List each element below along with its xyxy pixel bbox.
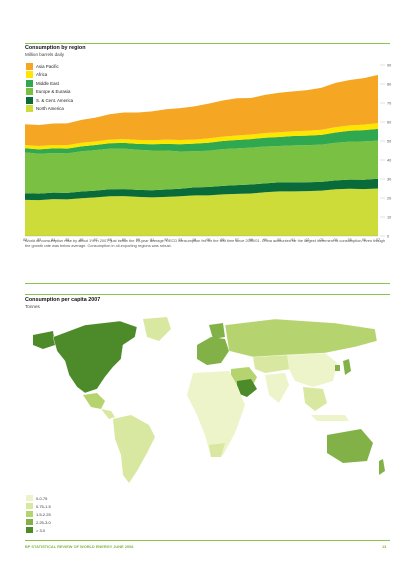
page-number: 13 bbox=[382, 544, 387, 549]
section-rule-bottom bbox=[25, 294, 390, 295]
x-tick-label: 04 bbox=[334, 238, 338, 242]
region-mexico bbox=[83, 393, 105, 409]
x-tick-label: 97 bbox=[235, 238, 239, 242]
x-tick-label: 94 bbox=[192, 238, 196, 242]
region-indonesia bbox=[311, 415, 349, 421]
y-tick-label: 20 bbox=[387, 196, 391, 200]
world-choropleth-map bbox=[33, 317, 385, 483]
region-central-america bbox=[101, 409, 115, 419]
x-tick-label: 01 bbox=[291, 238, 295, 242]
map-legend-item: 0.75-1.5 bbox=[26, 502, 51, 510]
x-tick-label: 96 bbox=[221, 238, 225, 242]
region-scandinavia bbox=[209, 323, 225, 339]
map-subtitle: Tonnes bbox=[25, 304, 40, 309]
area-series-north-america bbox=[25, 188, 378, 236]
x-tick-label: 83 bbox=[37, 238, 41, 242]
x-tick-label: 03 bbox=[320, 238, 324, 242]
legend-item-middle-east: Middle East bbox=[26, 79, 73, 88]
x-tick-label: 86 bbox=[79, 238, 83, 242]
x-tick-label: 87 bbox=[94, 238, 98, 242]
region-korea bbox=[335, 365, 340, 371]
region-south-africa bbox=[209, 443, 225, 457]
x-tick-label: 90 bbox=[136, 238, 140, 242]
x-tick-label: 02 bbox=[305, 238, 309, 242]
y-tick-label: 40 bbox=[387, 158, 391, 162]
y-tick-label: 0 bbox=[387, 234, 389, 238]
x-tick-label: 92 bbox=[164, 238, 168, 242]
region-africa bbox=[187, 371, 245, 457]
x-tick-label: 84 bbox=[51, 238, 55, 242]
map-legend: 0-0.75 0.75-1.5 1.5-2.25 2.25-3.0 > 3.0 bbox=[26, 494, 51, 534]
region-saudi-arabia bbox=[237, 379, 257, 397]
region-japan bbox=[343, 359, 351, 375]
top-rule bbox=[25, 43, 390, 44]
y-tick-label: 60 bbox=[387, 120, 391, 124]
x-tick-label: 89 bbox=[122, 238, 126, 242]
footer-rule bbox=[25, 540, 390, 541]
y-tick-label: 80 bbox=[387, 82, 391, 86]
region-south-america bbox=[113, 415, 155, 483]
chart-legend: Asia Pacific Africa Middle East Europe &… bbox=[26, 62, 73, 113]
y-tick-label: 50 bbox=[387, 139, 391, 143]
x-tick-label: 95 bbox=[207, 238, 211, 242]
legend-item-africa: Africa bbox=[26, 71, 73, 80]
chart-title: Consumption by region bbox=[25, 45, 86, 51]
x-tick-label: 85 bbox=[65, 238, 69, 242]
region-india bbox=[265, 373, 289, 403]
area-series-europe-eurasia bbox=[25, 140, 378, 194]
map-legend-item: 1.5-2.25 bbox=[26, 510, 51, 518]
section-rule-top bbox=[25, 283, 390, 284]
y-tick-label: 10 bbox=[387, 215, 391, 219]
x-tick-label: 82 bbox=[23, 238, 27, 242]
legend-item-asia-pacific: Asia Pacific bbox=[26, 62, 73, 71]
x-tick-label: 07 bbox=[376, 238, 380, 242]
map-legend-item: > 3.0 bbox=[26, 526, 51, 534]
chart-subtitle: Million barrels daily bbox=[25, 52, 65, 57]
y-tick-label: 70 bbox=[387, 101, 391, 105]
x-tick-label: 00 bbox=[277, 238, 281, 242]
region-russia bbox=[225, 319, 377, 357]
region-europe bbox=[197, 337, 229, 365]
area-series-africa bbox=[25, 123, 378, 150]
map-title: Consumption per capita 2007 bbox=[25, 297, 101, 303]
legend-item-south-central-america: S. & Cent. America bbox=[26, 96, 73, 105]
legend-item-europe-eurasia: Europe & Eurasia bbox=[26, 88, 73, 97]
x-tick-label: 98 bbox=[249, 238, 253, 242]
region-australia bbox=[327, 429, 373, 463]
region-southeast-asia bbox=[303, 387, 327, 411]
y-tick-label: 30 bbox=[387, 177, 391, 181]
area-series-asia-pacific bbox=[25, 74, 378, 146]
map-legend-item: 2.25-3.0 bbox=[26, 518, 51, 526]
x-tick-label: 05 bbox=[348, 238, 352, 242]
region-china bbox=[287, 353, 337, 387]
area-series-s-cent-america bbox=[25, 178, 378, 201]
region-central-asia bbox=[253, 355, 291, 373]
map-legend-item: 0-0.75 bbox=[26, 494, 51, 502]
x-tick-label: 88 bbox=[108, 238, 112, 242]
legend-item-north-america: North America bbox=[26, 105, 73, 114]
x-tick-label: 06 bbox=[362, 238, 366, 242]
region-new-zealand bbox=[379, 459, 385, 475]
x-tick-label: 93 bbox=[178, 238, 182, 242]
footer-publication: BP STATISTICAL REVIEW OF WORLD ENERGY JU… bbox=[25, 544, 134, 549]
y-tick-label: 90 bbox=[387, 63, 391, 67]
x-tick-label: 99 bbox=[263, 238, 267, 242]
area-series-middle-east bbox=[25, 128, 378, 154]
x-tick-label: 91 bbox=[150, 238, 154, 242]
chart-caption: World oil consumption rose by about 1% i… bbox=[25, 238, 386, 248]
region-greenland bbox=[143, 317, 171, 341]
region-alaska bbox=[33, 331, 55, 349]
region-north-america bbox=[53, 321, 137, 393]
